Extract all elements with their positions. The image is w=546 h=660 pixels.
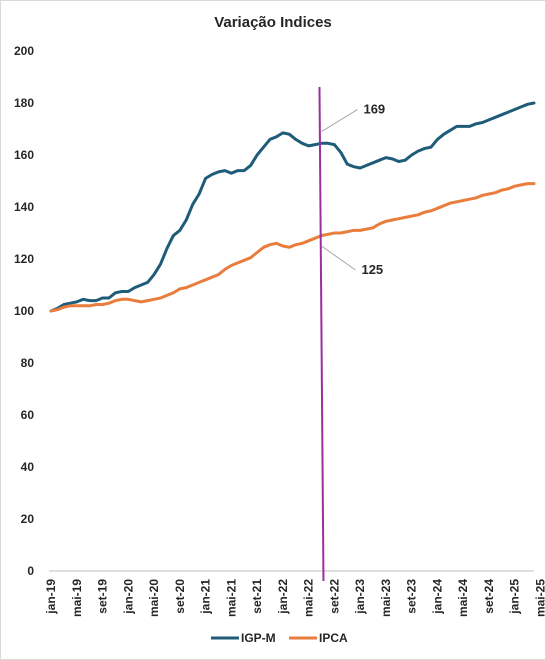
y-tick-label: 60 bbox=[21, 408, 35, 422]
x-tick-label: set-20 bbox=[173, 579, 187, 614]
series-line-igp-m bbox=[49, 101, 536, 313]
y-tick-label: 20 bbox=[21, 512, 35, 526]
y-tick-label: 180 bbox=[14, 96, 34, 110]
x-tick-label: set-23 bbox=[405, 579, 419, 614]
x-tick-label: set-21 bbox=[250, 579, 264, 614]
annotation-leader bbox=[321, 109, 358, 133]
legend-label: IGP-M bbox=[241, 631, 276, 645]
x-tick-label: set-22 bbox=[327, 579, 341, 614]
y-tick-label: 200 bbox=[14, 44, 34, 58]
x-tick-label: jan-22 bbox=[276, 579, 290, 615]
legend: IGP-M IPCA bbox=[211, 631, 348, 645]
series-line-ipca bbox=[49, 182, 536, 313]
legend-label: IPCA bbox=[319, 631, 348, 645]
annotation-leader bbox=[321, 245, 356, 271]
x-tick-label: mai-22 bbox=[302, 579, 316, 617]
annotation-label: 169 bbox=[363, 102, 385, 117]
y-axis: 0 20 40 60 80 100 120 140 160 180 200 bbox=[14, 44, 34, 578]
x-tick-label: mai-25 bbox=[533, 579, 545, 617]
y-tick-label: 160 bbox=[14, 148, 34, 162]
chart-title: Variação Indices bbox=[214, 14, 332, 31]
x-tick-label: jan-24 bbox=[430, 579, 444, 615]
series-layer bbox=[49, 101, 536, 313]
x-tick-label: jan-21 bbox=[199, 579, 213, 615]
annotation-layer: 169125180149 bbox=[321, 102, 385, 277]
x-tick-label: mai-19 bbox=[70, 579, 84, 617]
x-tick-label: mai-20 bbox=[147, 579, 161, 617]
x-tick-label: jan-20 bbox=[121, 579, 135, 615]
x-tick-label: mai-24 bbox=[456, 579, 470, 617]
x-tick-label: jan-23 bbox=[353, 579, 367, 615]
reference-line-layer bbox=[318, 86, 325, 582]
x-tick-label: set-24 bbox=[482, 579, 496, 614]
y-tick-label: 120 bbox=[14, 252, 34, 266]
x-tick-label: set-19 bbox=[96, 579, 110, 614]
annotation-label: 125 bbox=[361, 262, 383, 277]
y-tick-label: 100 bbox=[14, 304, 34, 318]
x-tick-label: mai-21 bbox=[224, 579, 238, 617]
x-axis: jan-19 mai-19 set-19 jan-20 mai-20 set-20 jan-… bbox=[44, 570, 545, 617]
x-tick-label: jan-19 bbox=[44, 579, 58, 615]
x-tick-label: mai-23 bbox=[379, 579, 393, 617]
reference-line bbox=[318, 86, 325, 582]
x-tick-label: jan-25 bbox=[508, 579, 522, 615]
y-tick-label: 80 bbox=[21, 356, 35, 370]
y-tick-label: 0 bbox=[27, 564, 34, 578]
y-tick-label: 40 bbox=[21, 460, 35, 474]
y-tick-label: 140 bbox=[14, 200, 34, 214]
